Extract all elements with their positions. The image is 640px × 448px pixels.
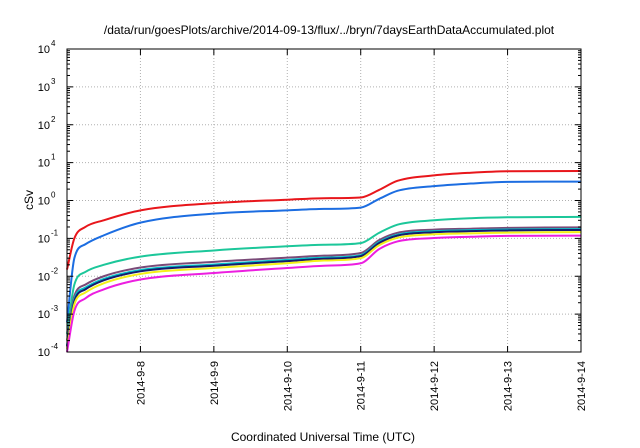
series-line-2	[66, 180, 582, 323]
y-tick-base: 10	[38, 196, 50, 208]
y-tick-label: 103	[38, 77, 56, 94]
y-tick-base: 10	[38, 120, 50, 132]
series-line-8	[66, 234, 582, 353]
x-tick-label: 2014-9-11	[356, 361, 368, 410]
x-tick-label: 2014-9-8	[135, 361, 147, 405]
y-tick-label: 10-2	[38, 266, 59, 283]
y-tick-exponent: -1	[51, 228, 59, 237]
y-tick-base: 10	[38, 271, 50, 283]
y-tick-base: 10	[38, 309, 50, 321]
y-tick-label: 10-3	[38, 304, 59, 321]
series-line-1	[66, 170, 582, 270]
y-tick-label: 10-1	[38, 228, 59, 245]
y-tick-label: 102	[38, 115, 56, 132]
series-line-7	[66, 231, 582, 350]
series-group	[66, 170, 582, 353]
plot-frame	[66, 48, 582, 353]
y-tick-exponent: -3	[51, 304, 59, 313]
x-tick-label: 2014-9-9	[209, 361, 221, 405]
y-tick-base: 10	[38, 233, 50, 245]
x-tick-label: 2014-9-10	[282, 361, 294, 411]
series-line-4	[66, 226, 582, 341]
series-line-5	[66, 228, 582, 346]
y-tick-base: 10	[38, 158, 50, 170]
y-tick-exponent: -2	[51, 266, 59, 275]
y-tick-base: 10	[38, 82, 50, 94]
x-axis-label: Coordinated Universal Time (UTC)	[231, 430, 415, 444]
series-line-6	[66, 229, 582, 347]
x-tick-label: 2014-9-13	[503, 361, 515, 411]
y-tick-exponent: 4	[51, 39, 56, 48]
y-tick-exponent: 2	[51, 115, 56, 124]
x-tick-label: 2014-9-14	[576, 361, 588, 411]
grid	[67, 49, 581, 352]
y-tick-label: 10-4	[38, 342, 59, 359]
y-tick-base: 10	[38, 44, 50, 56]
y-tick-label: 104	[38, 39, 56, 56]
x-axis: 2014-9-8 2014-9-9 2014-9-10 2014-9-11 2014-9…	[135, 49, 588, 411]
y-tick-exponent: -4	[51, 342, 59, 351]
chart-title: /data/run/goesPlots/archive/2014-09-13/f…	[104, 23, 555, 37]
y-axis-label: cSv	[22, 190, 36, 210]
y-tick-label: 101	[38, 153, 56, 170]
y-tick-label: 100	[38, 191, 56, 208]
y-tick-exponent: 3	[51, 77, 56, 86]
x-tick-label: 2014-9-12	[429, 361, 441, 411]
y-tick-exponent: 1	[51, 153, 56, 162]
y-tick-exponent: 0	[51, 191, 56, 200]
y-tick-base: 10	[38, 347, 50, 359]
series-line-3	[66, 215, 582, 335]
